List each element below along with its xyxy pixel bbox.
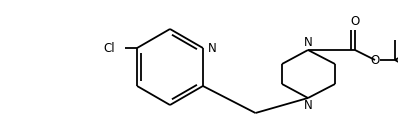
Text: N: N: [208, 42, 217, 55]
Text: N: N: [304, 99, 312, 112]
Text: N: N: [304, 36, 312, 49]
Text: O: O: [371, 53, 380, 66]
Text: O: O: [350, 15, 360, 28]
Text: Cl: Cl: [103, 42, 115, 55]
